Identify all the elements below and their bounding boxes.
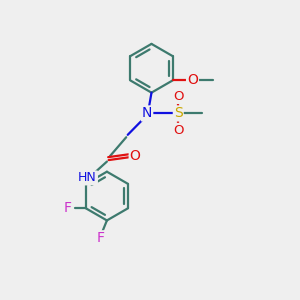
Text: O: O xyxy=(187,74,198,88)
Text: O: O xyxy=(130,148,141,163)
Text: N: N xyxy=(142,106,152,120)
Text: F: F xyxy=(97,231,105,245)
Text: O: O xyxy=(173,90,184,103)
Text: HN: HN xyxy=(78,171,97,184)
Text: S: S xyxy=(174,106,183,120)
Text: F: F xyxy=(64,201,72,215)
Text: O: O xyxy=(173,124,184,137)
